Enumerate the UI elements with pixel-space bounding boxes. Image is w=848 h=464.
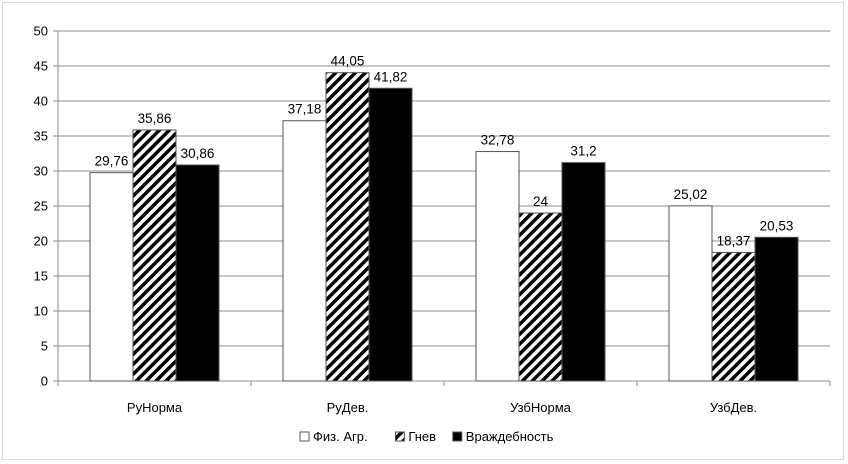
bar	[668, 205, 713, 382]
data-label: 20,53	[760, 218, 794, 233]
x-category-label: УзбНорма	[510, 400, 572, 415]
y-tick-label: 10	[34, 304, 48, 319]
data-label: 29,76	[95, 154, 129, 169]
data-label: 25,02	[674, 187, 708, 202]
legend: Физ. Агр. Гнев Враждебность	[299, 429, 554, 444]
legend-item: Физ. Агр.	[299, 429, 368, 444]
bar	[368, 87, 413, 382]
data-label: 41,82	[374, 69, 408, 84]
bar	[132, 129, 177, 382]
data-label: 44,05	[331, 54, 365, 69]
data-label: 31,2	[570, 144, 596, 159]
bar	[711, 251, 756, 382]
bar	[89, 172, 134, 382]
data-label: 18,37	[717, 233, 751, 248]
bar	[518, 212, 563, 382]
data-labels: 29,76 35,86 30,86 37,18 44,05 41,82 32,78 24 31,…	[95, 54, 794, 249]
legend-swatch	[394, 431, 405, 442]
bar	[175, 164, 220, 382]
y-tick-label: 30	[34, 164, 48, 179]
data-label: 37,18	[288, 102, 322, 117]
legend-item: Гнев	[394, 429, 436, 444]
y-tick-label: 35	[34, 129, 48, 144]
x-category-label: РуДев.	[327, 400, 369, 415]
y-tick-label: 0	[41, 374, 48, 389]
data-label: 30,86	[181, 146, 215, 161]
bar	[561, 162, 606, 382]
legend-label: Враждебность	[466, 429, 554, 444]
legend-item: Враждебность	[452, 429, 554, 444]
y-tick-label: 40	[34, 94, 48, 109]
data-label: 24	[533, 194, 549, 209]
bar	[475, 151, 520, 382]
x-category-label: РуНорма	[127, 400, 183, 415]
y-tick-label: 50	[34, 24, 48, 39]
bar	[282, 120, 327, 382]
data-label: 35,86	[138, 111, 172, 126]
x-category-label: УзбДев.	[710, 400, 757, 415]
bar	[754, 236, 799, 382]
legend-swatch	[452, 431, 463, 442]
y-tick-label: 25	[34, 199, 48, 214]
y-tick-label: 5	[41, 339, 48, 354]
y-tick-label: 20	[34, 234, 48, 249]
legend-label: Физ. Агр.	[313, 429, 368, 444]
y-tick-label: 45	[34, 59, 48, 74]
bars	[89, 72, 799, 382]
data-label: 32,78	[481, 133, 515, 148]
legend-swatch	[299, 431, 310, 442]
bar	[325, 72, 370, 382]
y-tick-label: 15	[34, 269, 48, 284]
axes: 0 5 10 15 20 25 30 35 40 45 50 РуНорма РуДев. УзбНорм…	[34, 24, 831, 415]
legend-label: Гнев	[408, 429, 436, 444]
